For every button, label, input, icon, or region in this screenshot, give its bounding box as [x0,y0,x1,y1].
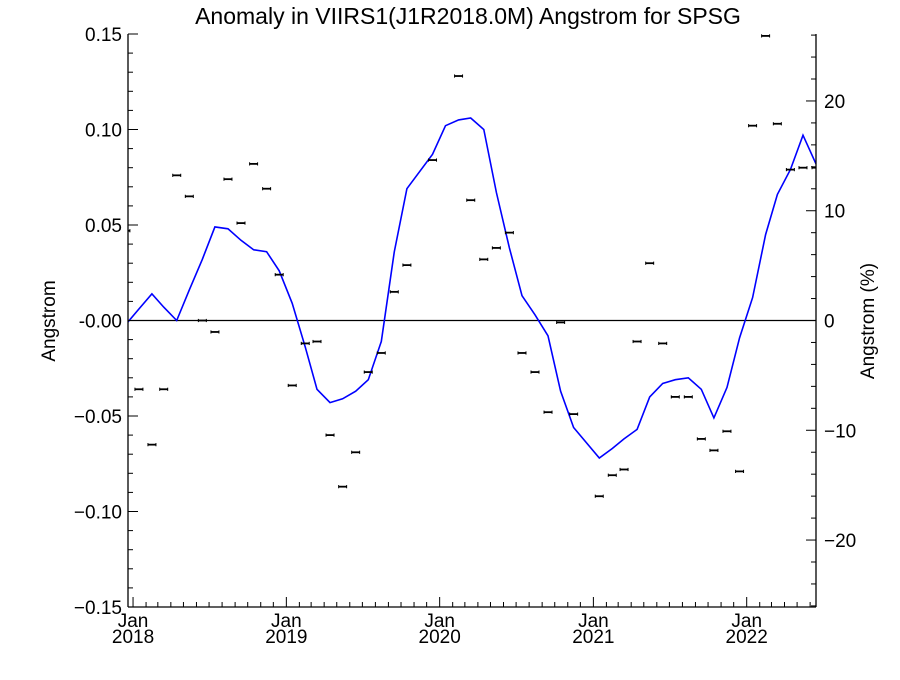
data-point [172,173,182,177]
monthly-points-layer [128,34,816,498]
y-tick-label: -0.00 [79,312,122,333]
data-point [236,221,246,225]
data-point [696,437,706,441]
data-point [159,387,169,391]
data-point [772,122,782,126]
data-point [402,263,412,267]
x-tick-month-label: Jan [424,611,455,632]
data-point [798,166,808,170]
data-point [530,370,540,374]
y-right-tick-label: −10 [824,421,856,442]
data-point [249,162,259,166]
data-point [517,351,527,355]
data-point [607,473,617,477]
data-point [761,34,771,38]
x-tick-year-label: 2018 [112,627,154,648]
y-tick-label: 0.10 [85,121,122,142]
data-point [428,158,438,162]
data-point [543,410,553,414]
data-point [454,74,464,78]
data-point [351,450,361,454]
data-point [184,194,194,198]
axes-layer: −0.15 −0.10 −0.05 -0.00 0.05 0.10 0.15 −20 −10 0 1… [74,25,856,648]
data-point [210,330,220,334]
data-point [735,469,745,473]
data-point [128,229,131,233]
y-tick-label: −0.15 [74,598,122,619]
data-point [363,370,373,374]
data-point [683,395,693,399]
data-point [504,231,514,235]
smoothed-line-layer [128,117,816,460]
data-point [670,395,680,399]
y-axis-label: Angstrom [39,280,60,361]
y-tick-label: 0.15 [85,25,122,46]
x-tick-month-label: Jan [118,611,149,632]
data-point [147,443,157,447]
y-right-axis-label: Angstrom (%) [858,263,879,379]
data-point [619,467,629,472]
data-point [785,168,795,172]
y-tick-label: −0.05 [74,407,122,428]
y-right-tick-label: 20 [824,92,845,113]
y-tick-label: −0.10 [74,503,122,524]
data-point [300,341,310,346]
y-right-tick-label: 10 [824,202,845,223]
data-point [645,261,655,265]
data-point [491,246,501,250]
x-tick-month-label: Jan [271,611,302,632]
data-point [556,320,566,325]
data-point [262,187,272,191]
data-point [748,124,758,128]
data-point [658,341,668,346]
data-point [223,177,233,181]
x-tick-year-label: 2021 [572,627,614,648]
data-point [274,273,284,277]
data-point [389,290,399,294]
x-tick-month-label: Jan [578,611,609,632]
data-point [479,257,489,261]
y-tick-label: 0.05 [85,216,122,237]
data-point [134,387,144,391]
x-tick-year-label: 2019 [265,627,307,648]
data-point [632,339,642,344]
x-tick-month-label: Jan [731,611,762,632]
data-point [325,433,335,437]
y-right-tick-label: −20 [824,531,856,552]
data-point [338,485,348,489]
data-point [197,318,207,323]
y-right-tick-label: 0 [824,312,835,333]
data-point [709,448,719,452]
data-point [466,198,476,202]
data-point [376,351,386,355]
data-point [722,429,732,433]
smoothed-anomaly-line [128,117,816,460]
data-point [287,383,297,388]
x-tick-year-label: 2020 [419,627,461,648]
x-tick-year-label: 2022 [726,627,768,648]
data-point [312,339,322,344]
data-point [594,494,604,498]
data-point [569,412,579,416]
chart-title: Anomaly in VIIRS1(J1R2018.0M) Angstrom f… [195,3,741,29]
